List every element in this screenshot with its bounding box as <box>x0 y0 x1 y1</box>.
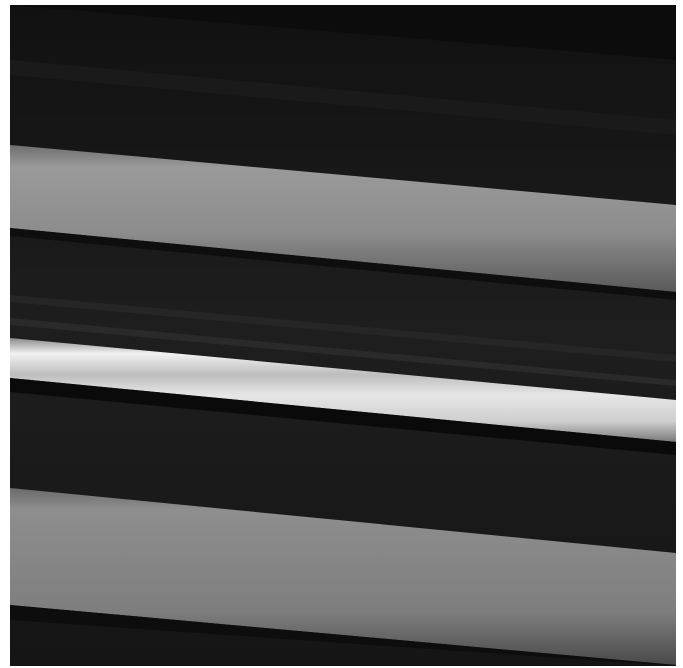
gap-edge <box>10 605 676 666</box>
faint-ringlet <box>10 318 676 386</box>
faint-ringlet <box>10 295 676 362</box>
ring-band <box>10 145 676 292</box>
bright-ringlet <box>10 338 676 442</box>
ring-band <box>10 488 676 665</box>
gap-edge <box>10 228 676 300</box>
gap-edge <box>10 378 676 455</box>
dark-corner <box>10 5 676 60</box>
faint-ringlet <box>10 60 676 135</box>
